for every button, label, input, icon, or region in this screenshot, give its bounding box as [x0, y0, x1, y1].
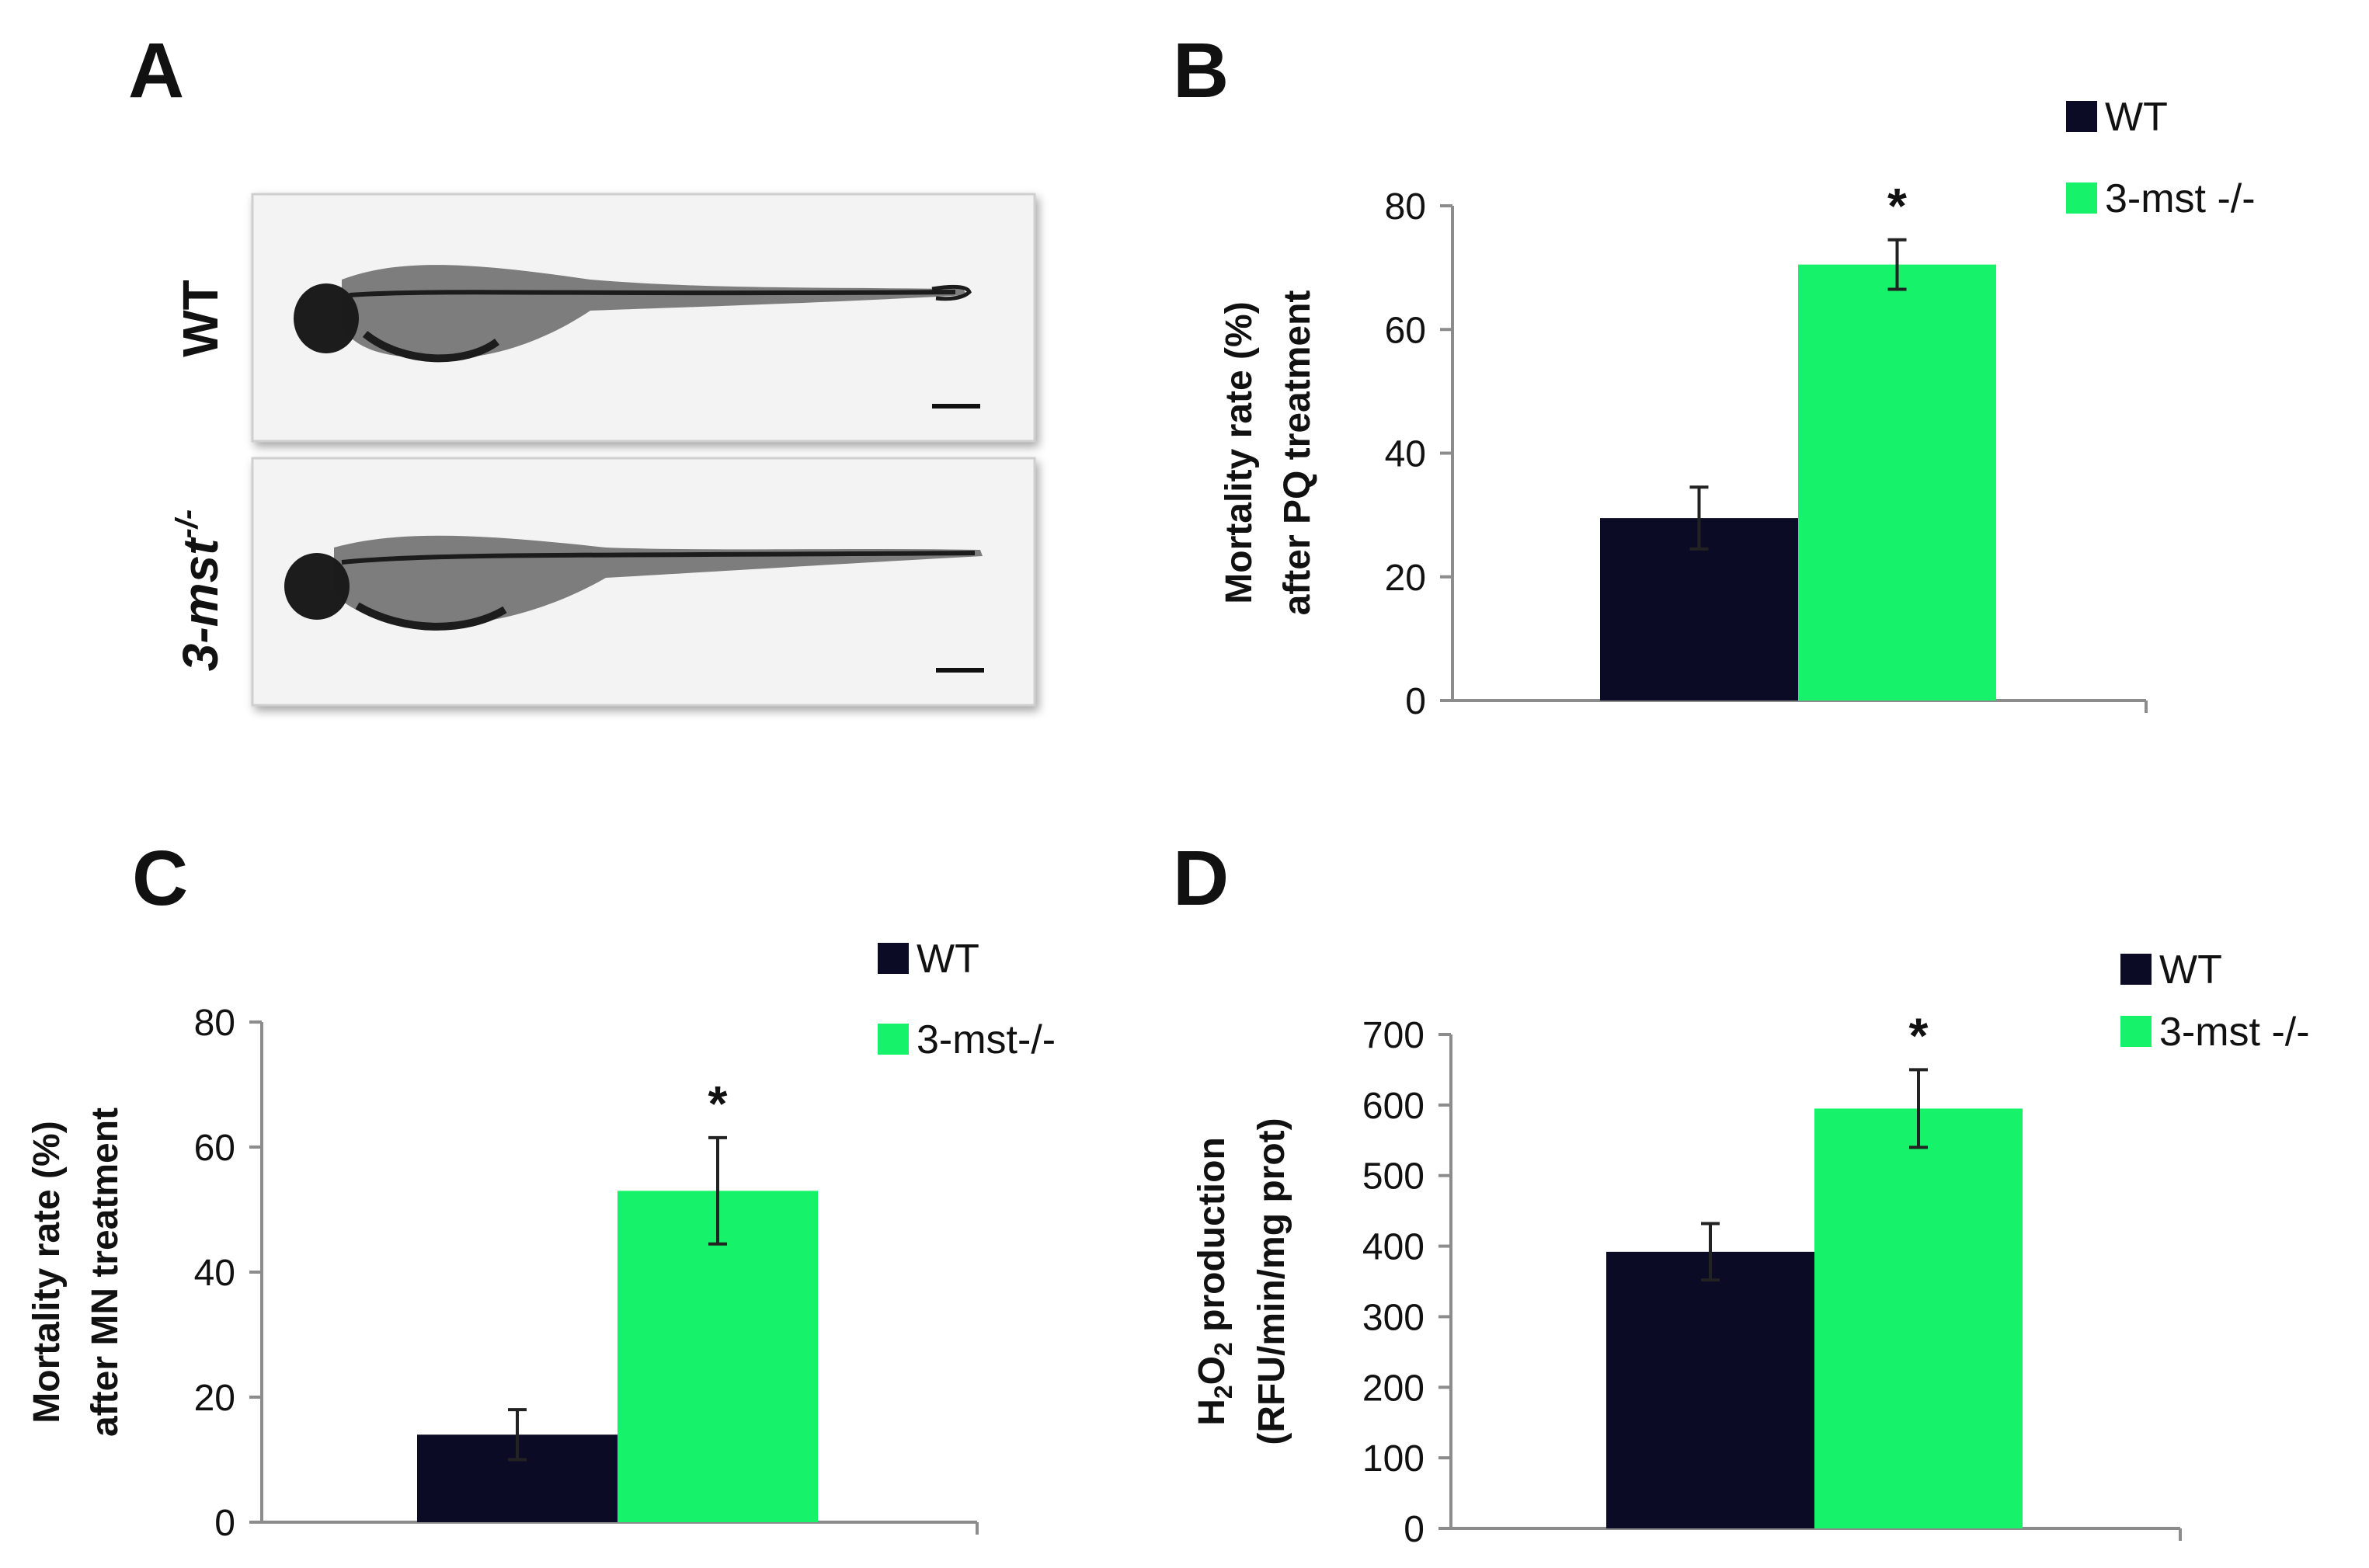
legend-label: 3-mst-/-	[917, 1017, 1056, 1062]
y-tick-label: 0	[214, 1503, 235, 1544]
y-tick-label: 600	[1362, 1086, 1425, 1127]
mutant-genotype-label: 3-mst-/-	[170, 509, 228, 671]
legend-label: WT	[2159, 947, 2222, 993]
y-tick-label: 0	[1405, 681, 1426, 722]
legend-swatch	[2120, 954, 2152, 985]
legend-label: WT	[2105, 95, 2168, 140]
mutant-larva-image	[251, 457, 1036, 707]
y-axis-label-part: H	[1191, 1399, 1233, 1426]
y-axis-label: Mortality rate (%)	[26, 1121, 68, 1423]
y-tick-label: 80	[194, 1003, 235, 1044]
y-tick-label: 300	[1362, 1297, 1425, 1338]
y-tick-label: 80	[1385, 186, 1426, 228]
panel-a: A WT 3-mst-/-	[128, 27, 1036, 707]
y-axis-label: Mortality rate (%)	[1219, 301, 1260, 603]
chart-c: C 0 20 40 60 80 * Mortality rate (%) after MN t…	[26, 835, 1056, 1544]
legend-swatch	[878, 943, 909, 974]
chart-b: B 0 20 40 60 80 * Mortality rate (%) after PQ t…	[1173, 27, 2256, 722]
bar-mutant	[1814, 1108, 2023, 1528]
legend-swatch	[2066, 183, 2097, 214]
y-tick-label: 40	[194, 1253, 235, 1294]
mutant-genotype-superscript: -/-	[170, 509, 204, 539]
y-axis-label: H2O2 production	[1191, 1137, 1237, 1426]
y-tick-label: 20	[194, 1378, 235, 1419]
panel-letter-b: B	[1173, 27, 1229, 114]
mutant-genotype-name: 3-mst	[172, 537, 228, 671]
y-axis-label: after MN treatment	[85, 1107, 126, 1437]
y-tick-label: 400	[1362, 1227, 1425, 1268]
y-axis-label: after PQ treatment	[1277, 290, 1318, 616]
bar-wt	[1606, 1251, 1814, 1528]
wt-larva-image	[251, 193, 1036, 443]
bar-mutant	[617, 1191, 818, 1522]
legend-swatch	[2120, 1016, 2152, 1047]
legend-swatch	[878, 1024, 909, 1055]
y-axis-label-part: O	[1191, 1356, 1233, 1385]
y-tick-label: 60	[194, 1128, 235, 1169]
y-tick-label: 0	[1404, 1509, 1425, 1550]
significance-marker: *	[1909, 1007, 1929, 1063]
y-axis-label-line2: (RFU/min/mg prot)	[1251, 1118, 1292, 1445]
panel-letter-d: D	[1173, 835, 1229, 922]
significance-marker: *	[708, 1076, 728, 1132]
panel-letter-c: C	[132, 835, 188, 922]
y-tick-label: 200	[1362, 1368, 1425, 1409]
y-tick-label: 60	[1385, 310, 1426, 351]
wt-genotype-label: WT	[172, 280, 228, 357]
legend-swatch	[2066, 101, 2097, 132]
y-tick-label: 500	[1362, 1156, 1425, 1198]
legend-label: 3-mst -/-	[2105, 176, 2256, 221]
legend-label: 3-mst -/-	[2159, 1010, 2310, 1055]
y-axis-label-part: 2	[1209, 1342, 1237, 1356]
y-tick-label: 700	[1362, 1015, 1425, 1056]
y-axis-label-part: production	[1191, 1137, 1233, 1342]
y-tick-label: 100	[1362, 1438, 1425, 1479]
significance-marker: *	[1887, 178, 1907, 234]
panel-letter-a: A	[128, 27, 184, 114]
y-tick-label: 20	[1385, 558, 1426, 599]
y-axis-label-part: 2	[1209, 1385, 1237, 1399]
legend-label: WT	[917, 937, 979, 982]
bar-mutant	[1798, 264, 1996, 701]
y-tick-label: 40	[1385, 434, 1426, 475]
